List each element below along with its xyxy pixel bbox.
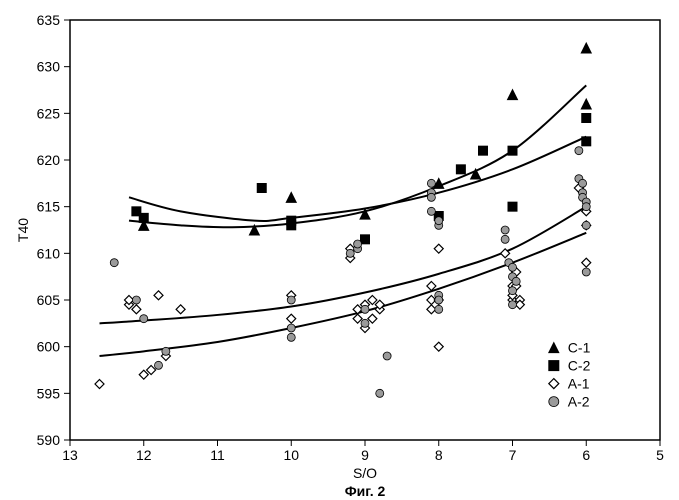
marker-triangle — [549, 343, 559, 353]
marker-circle — [427, 179, 435, 187]
marker-circle — [287, 296, 295, 304]
marker-circle — [155, 361, 163, 369]
marker-circle — [435, 305, 443, 313]
marker-diamond — [368, 314, 377, 323]
y-tick-label: 615 — [37, 199, 61, 215]
marker-square — [549, 361, 559, 371]
x-tick-label: 5 — [656, 447, 664, 463]
marker-triangle — [508, 90, 518, 100]
series-C-1 — [139, 43, 592, 235]
marker-circle — [582, 221, 590, 229]
figure-caption: Фиг. 2 — [345, 483, 386, 499]
marker-triangle — [286, 192, 296, 202]
x-tick-label: 13 — [62, 447, 78, 463]
x-tick-label: 7 — [509, 447, 517, 463]
trend-line — [129, 137, 586, 221]
marker-circle — [427, 207, 435, 215]
marker-diamond — [95, 380, 104, 389]
x-tick-label: 10 — [283, 447, 299, 463]
y-tick-label: 625 — [37, 105, 61, 121]
legend-label: A-2 — [568, 394, 590, 410]
y-tick-label: 590 — [37, 432, 61, 448]
marker-diamond — [353, 314, 362, 323]
marker-diamond — [287, 314, 296, 323]
x-tick-label: 6 — [582, 447, 590, 463]
marker-circle — [512, 277, 520, 285]
legend-label: C-1 — [568, 340, 591, 356]
x-axis-title: S/O — [353, 465, 377, 481]
marker-diamond — [147, 366, 156, 375]
scatter-chart: 590 595 600 605 610 615 620 625 630 635 T40 13 12 11 1… — [0, 0, 679, 500]
marker-square — [287, 221, 296, 230]
legend-label: A-1 — [568, 376, 590, 392]
marker-circle — [383, 352, 391, 360]
marker-circle — [162, 347, 170, 355]
x-tick-label: 8 — [435, 447, 443, 463]
marker-circle — [435, 217, 443, 225]
marker-triangle — [471, 169, 481, 179]
legend-label: C-2 — [568, 358, 591, 374]
x-tick-label: 9 — [361, 447, 369, 463]
marker-diamond — [549, 379, 559, 389]
marker-diamond — [582, 258, 591, 267]
y-tick-label: 605 — [37, 292, 61, 308]
marker-diamond — [368, 296, 377, 305]
marker-circle — [435, 296, 443, 304]
y-tick-label: 620 — [37, 152, 61, 168]
marker-square — [508, 202, 517, 211]
series-C-2 — [132, 114, 591, 244]
marker-circle — [582, 203, 590, 211]
marker-diamond — [434, 342, 443, 351]
marker-circle — [509, 301, 517, 309]
y-axis-title: T40 — [15, 218, 31, 242]
marker-square — [139, 213, 148, 222]
marker-square — [582, 114, 591, 123]
marker-circle — [287, 333, 295, 341]
marker-circle — [509, 263, 517, 271]
x-tick-label: 11 — [210, 447, 225, 463]
marker-circle — [509, 287, 517, 295]
marker-square — [479, 146, 488, 155]
trend-line — [129, 85, 586, 227]
legend: C-1 C-2 A-1 A-2 — [549, 340, 591, 410]
marker-circle — [132, 296, 140, 304]
marker-diamond — [154, 291, 163, 300]
x-tick-label: 12 — [136, 447, 152, 463]
marker-square — [456, 165, 465, 174]
y-tick-label: 630 — [37, 59, 61, 75]
marker-circle — [549, 397, 559, 407]
marker-diamond — [434, 244, 443, 253]
marker-diamond — [139, 370, 148, 379]
y-tick-label: 595 — [37, 385, 61, 401]
marker-circle — [110, 259, 118, 267]
marker-circle — [579, 179, 587, 187]
y-tick-label: 600 — [37, 339, 61, 355]
marker-circle — [361, 319, 369, 327]
marker-circle — [501, 226, 509, 234]
marker-circle — [140, 315, 148, 323]
chart-container: 590 595 600 605 610 615 620 625 630 635 T40 13 12 11 1… — [0, 0, 679, 500]
marker-circle — [376, 389, 384, 397]
marker-square — [508, 146, 517, 155]
marker-circle — [427, 193, 435, 201]
marker-triangle — [581, 43, 591, 53]
marker-square — [582, 137, 591, 146]
marker-circle — [582, 268, 590, 276]
marker-circle — [287, 324, 295, 332]
marker-circle — [346, 249, 354, 257]
y-tick-label: 610 — [37, 245, 61, 261]
marker-square — [257, 184, 266, 193]
series-A-1 — [95, 184, 591, 389]
y-tick-label: 635 — [37, 12, 61, 28]
marker-diamond — [132, 305, 141, 314]
marker-diamond — [176, 305, 185, 314]
marker-circle — [501, 235, 509, 243]
marker-square — [361, 235, 370, 244]
marker-circle — [575, 147, 583, 155]
marker-circle — [361, 305, 369, 313]
marker-triangle — [581, 99, 591, 109]
marker-circle — [354, 240, 362, 248]
